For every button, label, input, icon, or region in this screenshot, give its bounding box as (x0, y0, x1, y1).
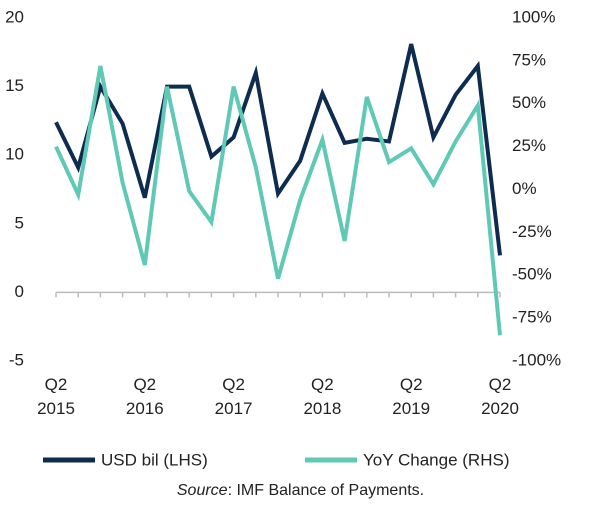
y2-tick-label: 50% (512, 93, 546, 112)
y2-tick-label: -100% (512, 350, 561, 369)
y2-tick-label: 75% (512, 50, 546, 69)
legend-label: YoY Change (RHS) (363, 450, 509, 469)
legend-label: USD bil (LHS) (101, 450, 208, 469)
y-tick-label: 10 (5, 145, 24, 164)
source-text: : IMF Balance of Payments. (227, 482, 425, 499)
y2-tick-label: 100% (512, 7, 555, 26)
source: Source: IMF Balance of Payments. (0, 482, 601, 500)
y2-tick-label: 25% (512, 136, 546, 155)
y-tick-label: 5 (15, 213, 24, 232)
y2-tick-label: 0% (512, 179, 537, 198)
source-label: Source (176, 482, 228, 499)
y-tick-label: 15 (5, 76, 24, 95)
x-tick-label: Q2 2019 (392, 375, 431, 418)
y-tick-label: 0 (15, 282, 24, 301)
x-tick-label: Q2 2017 (214, 375, 253, 418)
series-line (54, 43, 502, 256)
y2-tick-label: -25% (512, 222, 552, 241)
x-tick-label: Q2 2020 (481, 375, 519, 418)
x-tick-label: Q2 2016 (125, 375, 164, 418)
y-tick-label: -5 (9, 350, 24, 369)
x-tick-label: Q2 2018 (303, 375, 342, 418)
y2-tick-label: -75% (512, 308, 552, 327)
y-tick-label: 20 (5, 7, 24, 26)
y2-tick-label: -50% (512, 265, 552, 284)
series-line (54, 65, 502, 336)
x-tick-label: Q2 2015 (37, 375, 75, 418)
